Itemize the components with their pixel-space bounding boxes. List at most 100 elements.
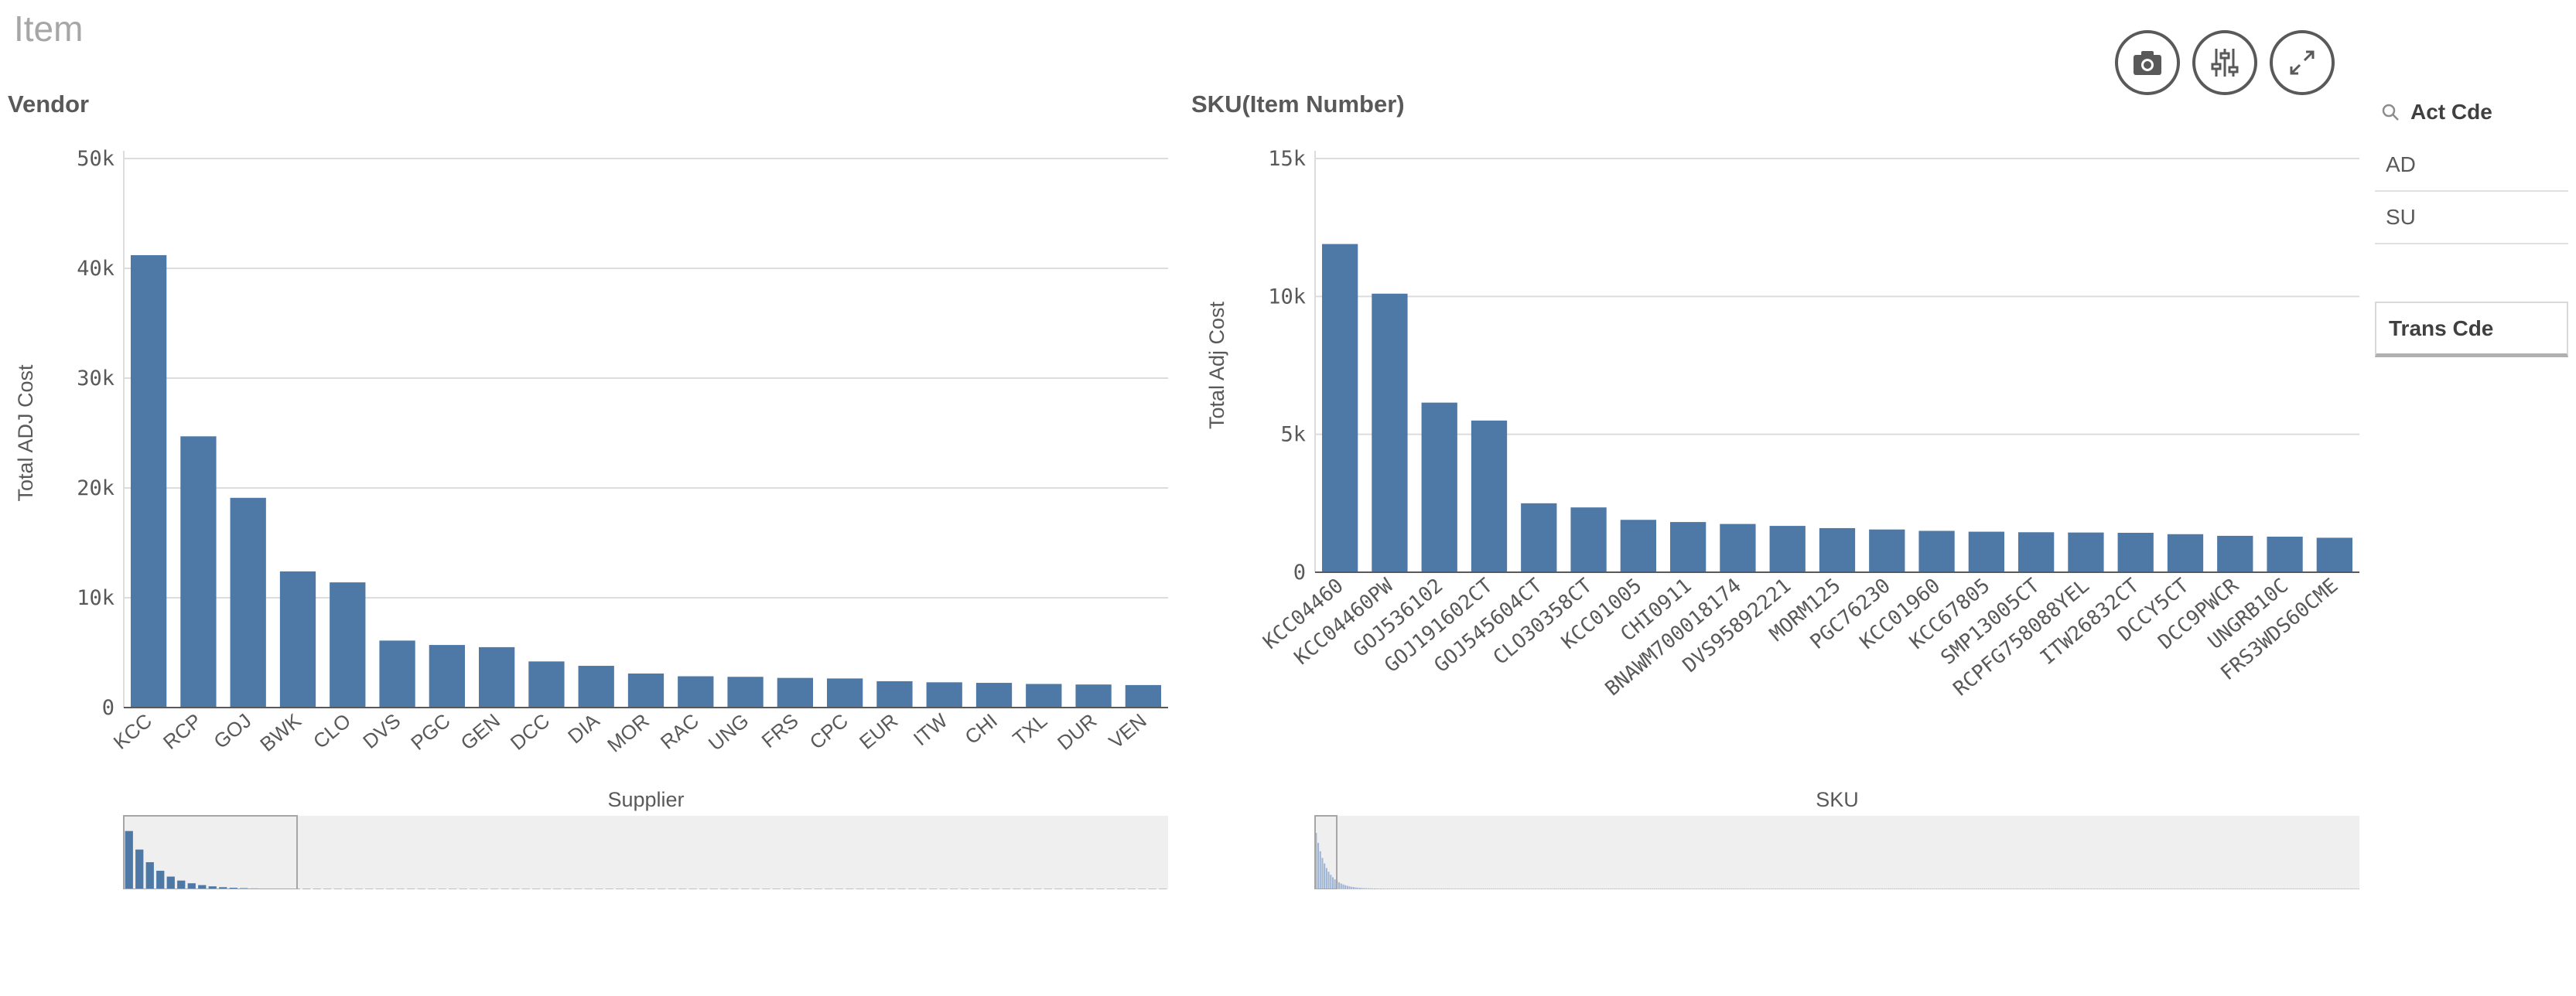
search-icon <box>2382 104 2399 121</box>
minimap-bar <box>1321 858 1324 889</box>
x-axis-title: SKU <box>1816 788 1859 811</box>
bar[interactable] <box>2267 536 2303 572</box>
x-tick-label: DIA <box>563 708 604 748</box>
bar[interactable] <box>379 640 415 708</box>
y-tick-label: 40k <box>77 257 114 281</box>
x-tick-label: VEN <box>1104 709 1150 753</box>
bar[interactable] <box>727 677 764 708</box>
bar[interactable] <box>1720 524 1756 572</box>
bar[interactable] <box>2117 532 2154 572</box>
bar[interactable] <box>2068 532 2104 572</box>
bar[interactable] <box>528 661 565 708</box>
bar[interactable] <box>230 497 266 708</box>
x-tick-label: TXL <box>1008 709 1051 751</box>
y-tick-label: 0 <box>102 696 114 720</box>
bar[interactable] <box>975 683 1013 708</box>
bar[interactable] <box>1471 420 1508 572</box>
adjust-button[interactable] <box>2192 30 2257 95</box>
bar[interactable] <box>131 254 167 708</box>
minimap-bar <box>1342 884 1344 889</box>
sku-bar-chart[interactable]: 05k10k15kKCC04460KCC04460PWGOJ536102GOJ1… <box>1191 116 2367 889</box>
minimap-bar <box>1340 883 1342 889</box>
bar[interactable] <box>1869 529 1905 572</box>
minimap-bar <box>1319 851 1321 889</box>
minimap-bar <box>219 887 227 889</box>
page-title: Item <box>14 9 84 49</box>
x-tick-label: CHI <box>960 709 1002 749</box>
bar[interactable] <box>1570 507 1607 572</box>
minimap-bar <box>1338 882 1341 889</box>
x-tick-label: DVS <box>358 709 405 753</box>
bar[interactable] <box>1125 684 1161 708</box>
bar[interactable] <box>926 682 962 708</box>
minimap-bar <box>198 885 207 889</box>
minimap-bar <box>156 871 165 889</box>
bar[interactable] <box>578 666 614 708</box>
vendor-bar-chart[interactable]: 0 10k 20k 30k 40k 50k KCC RCP GOJ BWK CLO DVS PGC GEN… <box>0 116 1176 889</box>
minimap-bar <box>1330 875 1332 889</box>
bar[interactable] <box>1521 503 1557 572</box>
minimap-bar <box>1363 888 1365 889</box>
bar[interactable] <box>2316 537 2352 572</box>
act-cde-filter-header[interactable]: Act Cde <box>2375 85 2568 139</box>
x-tick-label: FRS <box>757 709 803 752</box>
y-axis-title: Total ADJ Cost <box>14 364 37 502</box>
bar[interactable] <box>1372 293 1408 572</box>
act-cde-filter-title: Act Cde <box>2410 100 2492 124</box>
bar[interactable] <box>1670 522 1707 572</box>
y-tick-label: 50k <box>77 147 114 171</box>
bar[interactable] <box>1421 402 1457 572</box>
bar[interactable] <box>429 645 465 708</box>
x-tick-label: PGC <box>406 709 454 755</box>
minimap-track[interactable] <box>124 816 1168 889</box>
x-tick-label: DUR <box>1053 709 1101 755</box>
bar[interactable] <box>1968 531 2004 572</box>
bar[interactable] <box>1769 526 1806 572</box>
minimap-handle[interactable] <box>123 815 298 889</box>
bar[interactable] <box>180 436 217 708</box>
camera-icon <box>2134 51 2161 75</box>
bar[interactable] <box>2167 534 2204 572</box>
bar[interactable] <box>479 646 515 708</box>
y-tick-label: 10k <box>1268 285 1306 309</box>
fullscreen-button[interactable] <box>2270 30 2335 95</box>
minimap-bar <box>135 849 144 889</box>
minimap-bar <box>1351 886 1353 889</box>
minimap-bar <box>1334 879 1336 889</box>
minimap-bar <box>166 876 175 889</box>
trans-cde-filter[interactable]: Trans Cde <box>2375 302 2568 357</box>
x-tick-label: UNG <box>704 709 753 756</box>
act-cde-item-su[interactable]: SU <box>2375 192 2568 244</box>
minimap-track[interactable] <box>1315 816 2359 889</box>
bar[interactable] <box>1322 244 1358 572</box>
bar[interactable] <box>1819 527 1856 572</box>
x-tick-label: RAC <box>656 709 703 754</box>
bar[interactable] <box>2217 535 2253 572</box>
x-tick-label: MOR <box>603 709 654 757</box>
bar[interactable] <box>827 678 863 708</box>
act-cde-filter: Act Cde AD SU <box>2375 85 2568 244</box>
minimap-bar <box>1352 887 1355 889</box>
minimap-handle[interactable] <box>1314 815 1338 889</box>
minimap-bar <box>1348 886 1351 889</box>
bar[interactable] <box>627 673 664 708</box>
y-tick-label: 10k <box>77 586 114 610</box>
y-tick-label: 20k <box>77 476 114 500</box>
bar[interactable] <box>330 582 366 708</box>
bar[interactable] <box>678 676 714 708</box>
expand-icon <box>2290 50 2315 75</box>
bar[interactable] <box>1620 520 1656 572</box>
bar[interactable] <box>2018 532 2055 572</box>
bar[interactable] <box>279 571 316 708</box>
bar[interactable] <box>1026 684 1062 708</box>
y-tick-label: 0 <box>1293 561 1306 585</box>
bar[interactable] <box>777 677 813 708</box>
bar[interactable] <box>1918 530 1955 573</box>
bar[interactable] <box>1075 684 1112 708</box>
minimap-bar <box>1317 843 1320 889</box>
x-tick-label: GEN <box>456 709 504 755</box>
snapshot-button[interactable] <box>2115 30 2180 95</box>
minimap-bar <box>1327 872 1330 889</box>
act-cde-item-ad[interactable]: AD <box>2375 139 2568 192</box>
bar[interactable] <box>876 680 913 708</box>
